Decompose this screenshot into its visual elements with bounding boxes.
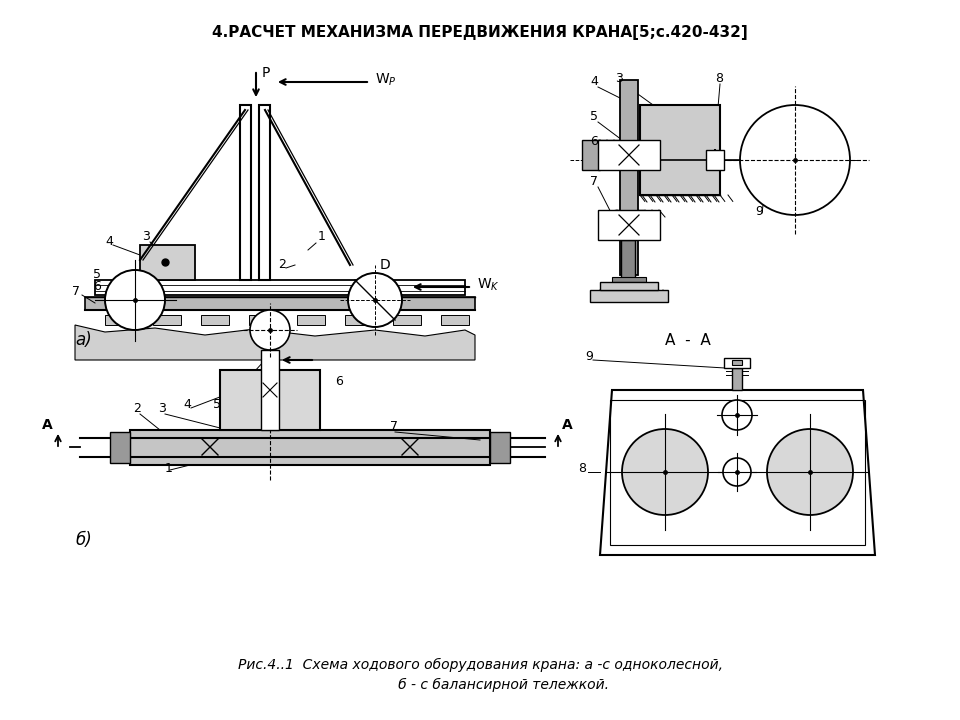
Bar (130, 430, 490, 465)
Circle shape (722, 400, 752, 430)
Text: 9: 9 (585, 350, 593, 363)
Bar (620, 80, 638, 275)
Bar (610, 400, 865, 545)
Text: 5: 5 (590, 110, 598, 123)
Text: 2: 2 (133, 402, 141, 415)
Text: 2: 2 (278, 258, 286, 271)
Text: 6: 6 (93, 280, 101, 293)
Circle shape (250, 310, 290, 350)
Text: 5: 5 (213, 398, 221, 411)
Circle shape (767, 429, 853, 515)
Bar (621, 240, 635, 280)
Text: 1: 1 (165, 462, 173, 475)
Bar (105, 315, 133, 325)
Text: 7: 7 (72, 285, 80, 298)
Bar (582, 140, 600, 170)
Text: 4.РАСЧЕТ МЕХАНИЗМА ПЕРЕДВИЖЕНИЯ КРАНА[5;с.420-432]: 4.РАСЧЕТ МЕХАНИЗМА ПЕРЕДВИЖЕНИЯ КРАНА[5;… (212, 25, 748, 40)
Text: 4: 4 (183, 398, 191, 411)
Text: 8: 8 (578, 462, 586, 475)
Text: A: A (42, 418, 53, 432)
Bar (95, 280, 465, 295)
Bar (706, 150, 724, 170)
Bar (590, 290, 668, 302)
Text: А  -  А: А - А (665, 333, 710, 348)
Circle shape (723, 458, 751, 486)
Circle shape (740, 105, 850, 215)
Text: 5: 5 (93, 268, 101, 281)
Bar (441, 315, 469, 325)
Text: 6: 6 (335, 375, 343, 388)
Text: 4: 4 (105, 235, 113, 248)
Bar (600, 282, 658, 290)
Bar (153, 315, 181, 325)
Bar (598, 140, 660, 170)
Bar (724, 358, 750, 368)
Polygon shape (600, 390, 875, 555)
Text: D: D (380, 258, 391, 272)
Bar (393, 315, 421, 325)
Text: 8: 8 (715, 72, 723, 85)
Bar (297, 315, 325, 325)
Text: 9: 9 (755, 205, 763, 218)
Circle shape (348, 273, 402, 327)
Text: б - с балансирной тележкой.: б - с балансирной тележкой. (350, 678, 610, 692)
Text: W$_P$: W$_P$ (375, 72, 396, 89)
Bar (110, 432, 130, 463)
Text: 1: 1 (318, 230, 325, 243)
Text: 3: 3 (158, 402, 166, 415)
Text: P: P (262, 66, 271, 80)
Bar (612, 277, 646, 282)
Text: 4: 4 (590, 75, 598, 88)
Bar (140, 245, 195, 280)
Bar (640, 105, 720, 195)
Text: 7: 7 (390, 420, 398, 433)
Bar (732, 360, 742, 365)
Bar (85, 297, 475, 310)
Circle shape (105, 270, 165, 330)
Bar (249, 315, 277, 325)
Polygon shape (75, 325, 475, 360)
Text: W$_K$: W$_K$ (477, 276, 500, 293)
Bar (220, 370, 320, 430)
Text: 6: 6 (590, 135, 598, 148)
Bar (201, 315, 229, 325)
Bar (345, 315, 373, 325)
Bar (259, 105, 270, 280)
Bar (598, 210, 660, 240)
Bar (490, 432, 510, 463)
Text: A: A (562, 418, 573, 432)
Text: 3: 3 (615, 72, 623, 85)
Text: 7: 7 (590, 175, 598, 188)
Bar (240, 105, 251, 280)
Bar (261, 350, 279, 430)
Text: б): б) (75, 531, 92, 549)
Text: Рис.4..1  Схема ходового оборудования крана: а -с одноколесной,: Рис.4..1 Схема ходового оборудования кра… (237, 658, 723, 672)
Text: а): а) (75, 331, 92, 349)
Text: 3: 3 (142, 230, 150, 243)
Bar (732, 368, 742, 390)
Circle shape (622, 429, 708, 515)
